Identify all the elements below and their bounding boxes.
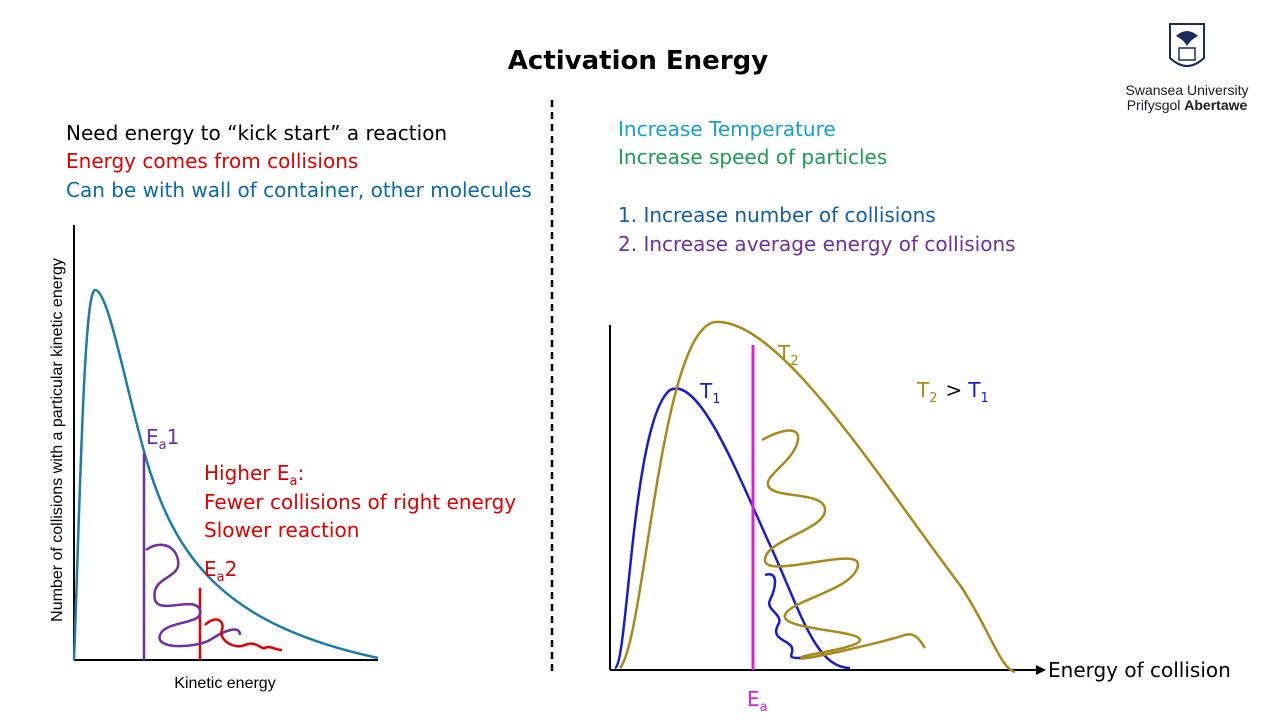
squiggle [145, 543, 242, 648]
symbol: E [747, 687, 760, 711]
subscript: a [217, 570, 225, 585]
list-item: 2. Increase average energy of collisions [618, 232, 1016, 256]
title: Activation Energy [508, 46, 768, 76]
symbol: E [146, 425, 159, 449]
logo-line1: Swansea University [1126, 82, 1249, 98]
subscript: a [159, 438, 167, 453]
subscript: 1 [980, 391, 988, 406]
suffix: 2 [225, 557, 238, 581]
left-line: Need energy to “kick start” a reaction [66, 121, 447, 145]
y-axis-label: Number of collisions with a particular k… [49, 258, 66, 622]
squiggle [764, 572, 801, 660]
suffix: 1 [167, 425, 180, 449]
logo-line2: Prifysgol Abertawe [1127, 97, 1248, 113]
squiggle [204, 618, 283, 652]
left-line: Can be with wall of container, other mol… [66, 178, 532, 202]
note-text: Higher E [204, 461, 290, 485]
note-line: Fewer collisions of right energy [204, 490, 516, 514]
t1-label: T1 [699, 379, 721, 407]
ea2-label: Ea2 [204, 557, 237, 585]
operator: > [946, 378, 963, 402]
symbol: T [777, 341, 791, 365]
ea-label: Ea [747, 687, 768, 715]
axis-arrow [1036, 665, 1046, 675]
t1-curve [613, 387, 851, 670]
note-line: Slower reaction [204, 518, 359, 542]
right-symbol: T [967, 378, 981, 402]
x-axis-label: Kinetic energy [174, 675, 275, 692]
left-line: Energy comes from collisions [66, 149, 358, 173]
list-item: 1. Increase number of collisions [618, 203, 936, 227]
subscript: 1 [712, 392, 720, 407]
note-line: Higher Ea: [204, 461, 304, 489]
subscript: 2 [790, 354, 798, 369]
x-axis-label: Energy of collision [1048, 658, 1231, 682]
ea1-label: Ea1 [146, 425, 179, 453]
logo: Swansea University Prifysgol Abertawe [1126, 23, 1249, 113]
right-line: Increase Temperature [618, 117, 836, 141]
left-symbol: T [916, 378, 930, 402]
subscript: a [290, 474, 298, 489]
symbol: T [699, 379, 713, 403]
symbol: E [204, 557, 217, 581]
note-end: : [297, 461, 304, 485]
logo-line2b: Abertawe [1184, 97, 1247, 113]
squiggle [761, 429, 927, 660]
logo-line2a: Prifysgol [1127, 97, 1181, 113]
comparison: T2 > T1 [916, 378, 989, 406]
t2-label: T2 [777, 341, 799, 369]
distribution-curve [72, 288, 379, 661]
right-line: Increase speed of particles [618, 145, 887, 169]
subscript: 2 [929, 391, 937, 406]
subscript: a [760, 700, 768, 715]
t2-curve [619, 320, 1016, 674]
